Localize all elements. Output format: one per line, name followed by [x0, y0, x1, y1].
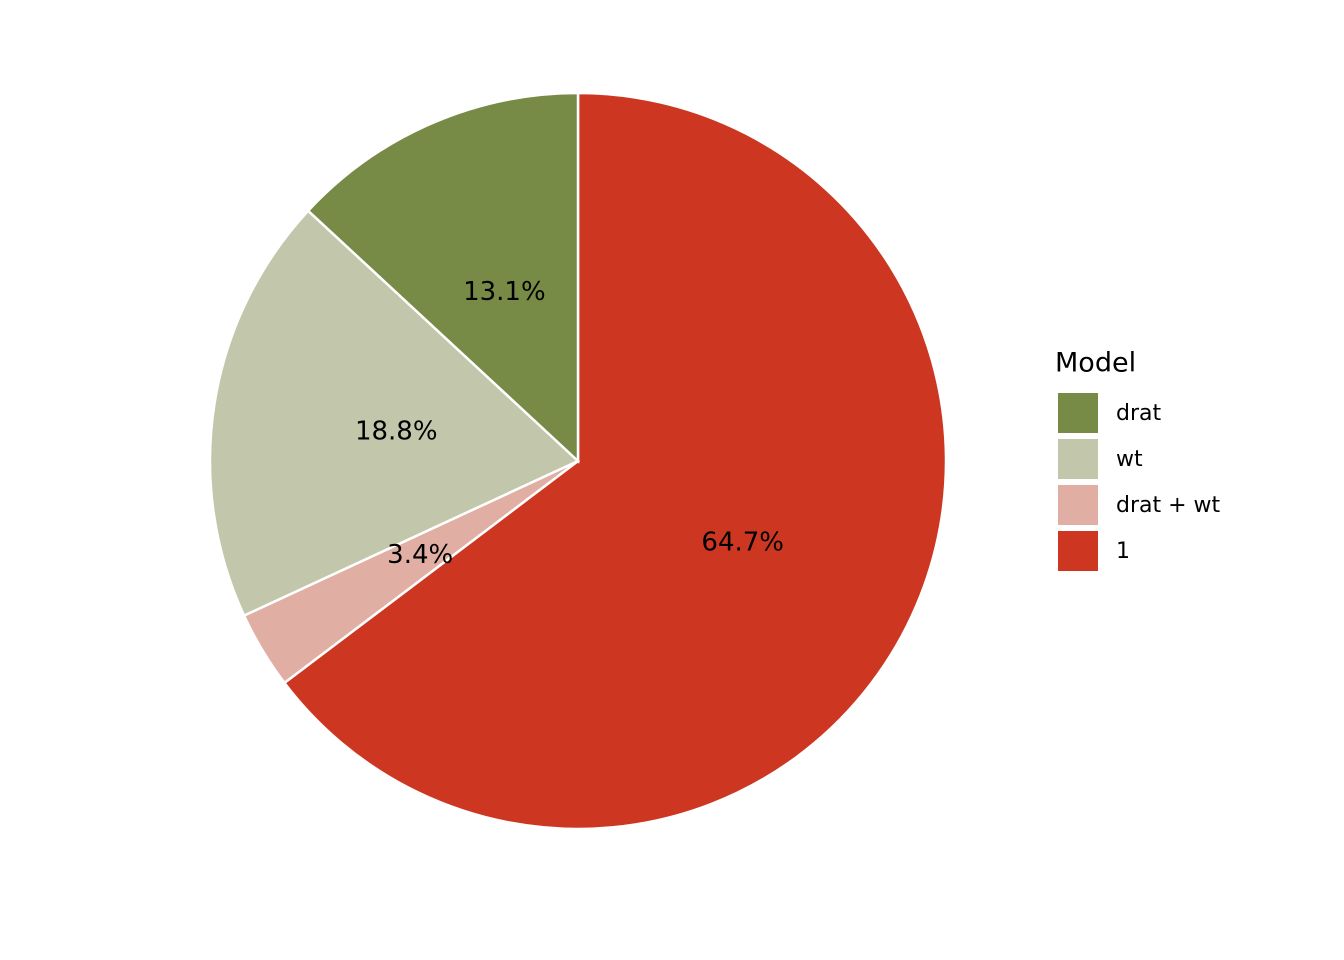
slice-label: 18.8% — [355, 417, 438, 447]
legend-label: wt — [1116, 447, 1143, 472]
legend-key — [1058, 531, 1098, 571]
legend-title: Model — [1055, 348, 1136, 379]
legend-label: drat + wt — [1116, 493, 1221, 518]
slice-label: 64.7% — [701, 527, 784, 557]
pie-slice — [306, 91, 580, 464]
pie-slice — [282, 91, 948, 831]
legend-key — [1058, 393, 1098, 433]
pie-slice — [208, 209, 581, 618]
slice-label: 3.4% — [387, 540, 453, 570]
legend-label: 1 — [1116, 539, 1130, 564]
legend-label: drat — [1116, 401, 1161, 426]
legend-key — [1058, 485, 1098, 525]
legend-key — [1058, 439, 1098, 479]
slice-label: 13.1% — [463, 277, 546, 307]
